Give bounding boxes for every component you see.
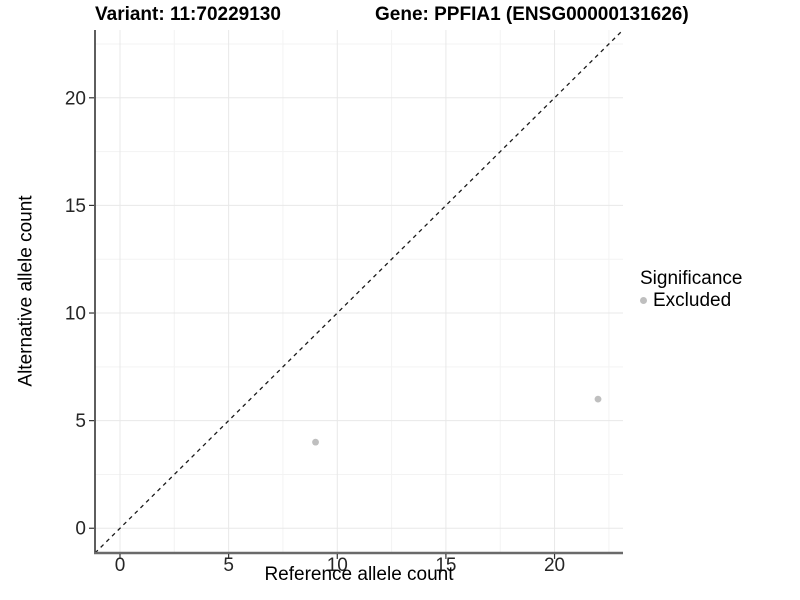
x-tick-label: 15 xyxy=(435,555,456,576)
y-tick-label: 0 xyxy=(75,519,86,540)
legend-item: Excluded xyxy=(640,290,742,311)
legend-key-point xyxy=(640,297,647,304)
y-axis-title: Alternative allele count xyxy=(15,195,37,387)
legend-item-label: Excluded xyxy=(653,290,732,311)
x-tick-label: 20 xyxy=(544,555,565,576)
y-tick-label: 10 xyxy=(65,304,86,325)
x-axis-title: Reference allele count xyxy=(264,564,454,585)
legend: Significance Excluded xyxy=(640,268,742,311)
y-tick-label: 5 xyxy=(75,411,86,432)
x-tick-label: 5 xyxy=(223,555,234,576)
y-tick-label: 15 xyxy=(65,196,86,217)
identity-line xyxy=(94,29,624,554)
y-tick-label: 20 xyxy=(65,88,86,109)
x-tick-label: 0 xyxy=(115,555,126,576)
variant-title: Variant: 11:70229130 xyxy=(95,4,281,25)
legend-title: Significance xyxy=(640,268,743,289)
data-point xyxy=(312,438,319,446)
x-tick-label: 10 xyxy=(327,555,348,576)
data-point xyxy=(594,395,602,403)
gene-title: Gene: PPFIA1 (ENSG00000131626) xyxy=(375,4,689,25)
legend-items: Excluded xyxy=(640,290,742,311)
